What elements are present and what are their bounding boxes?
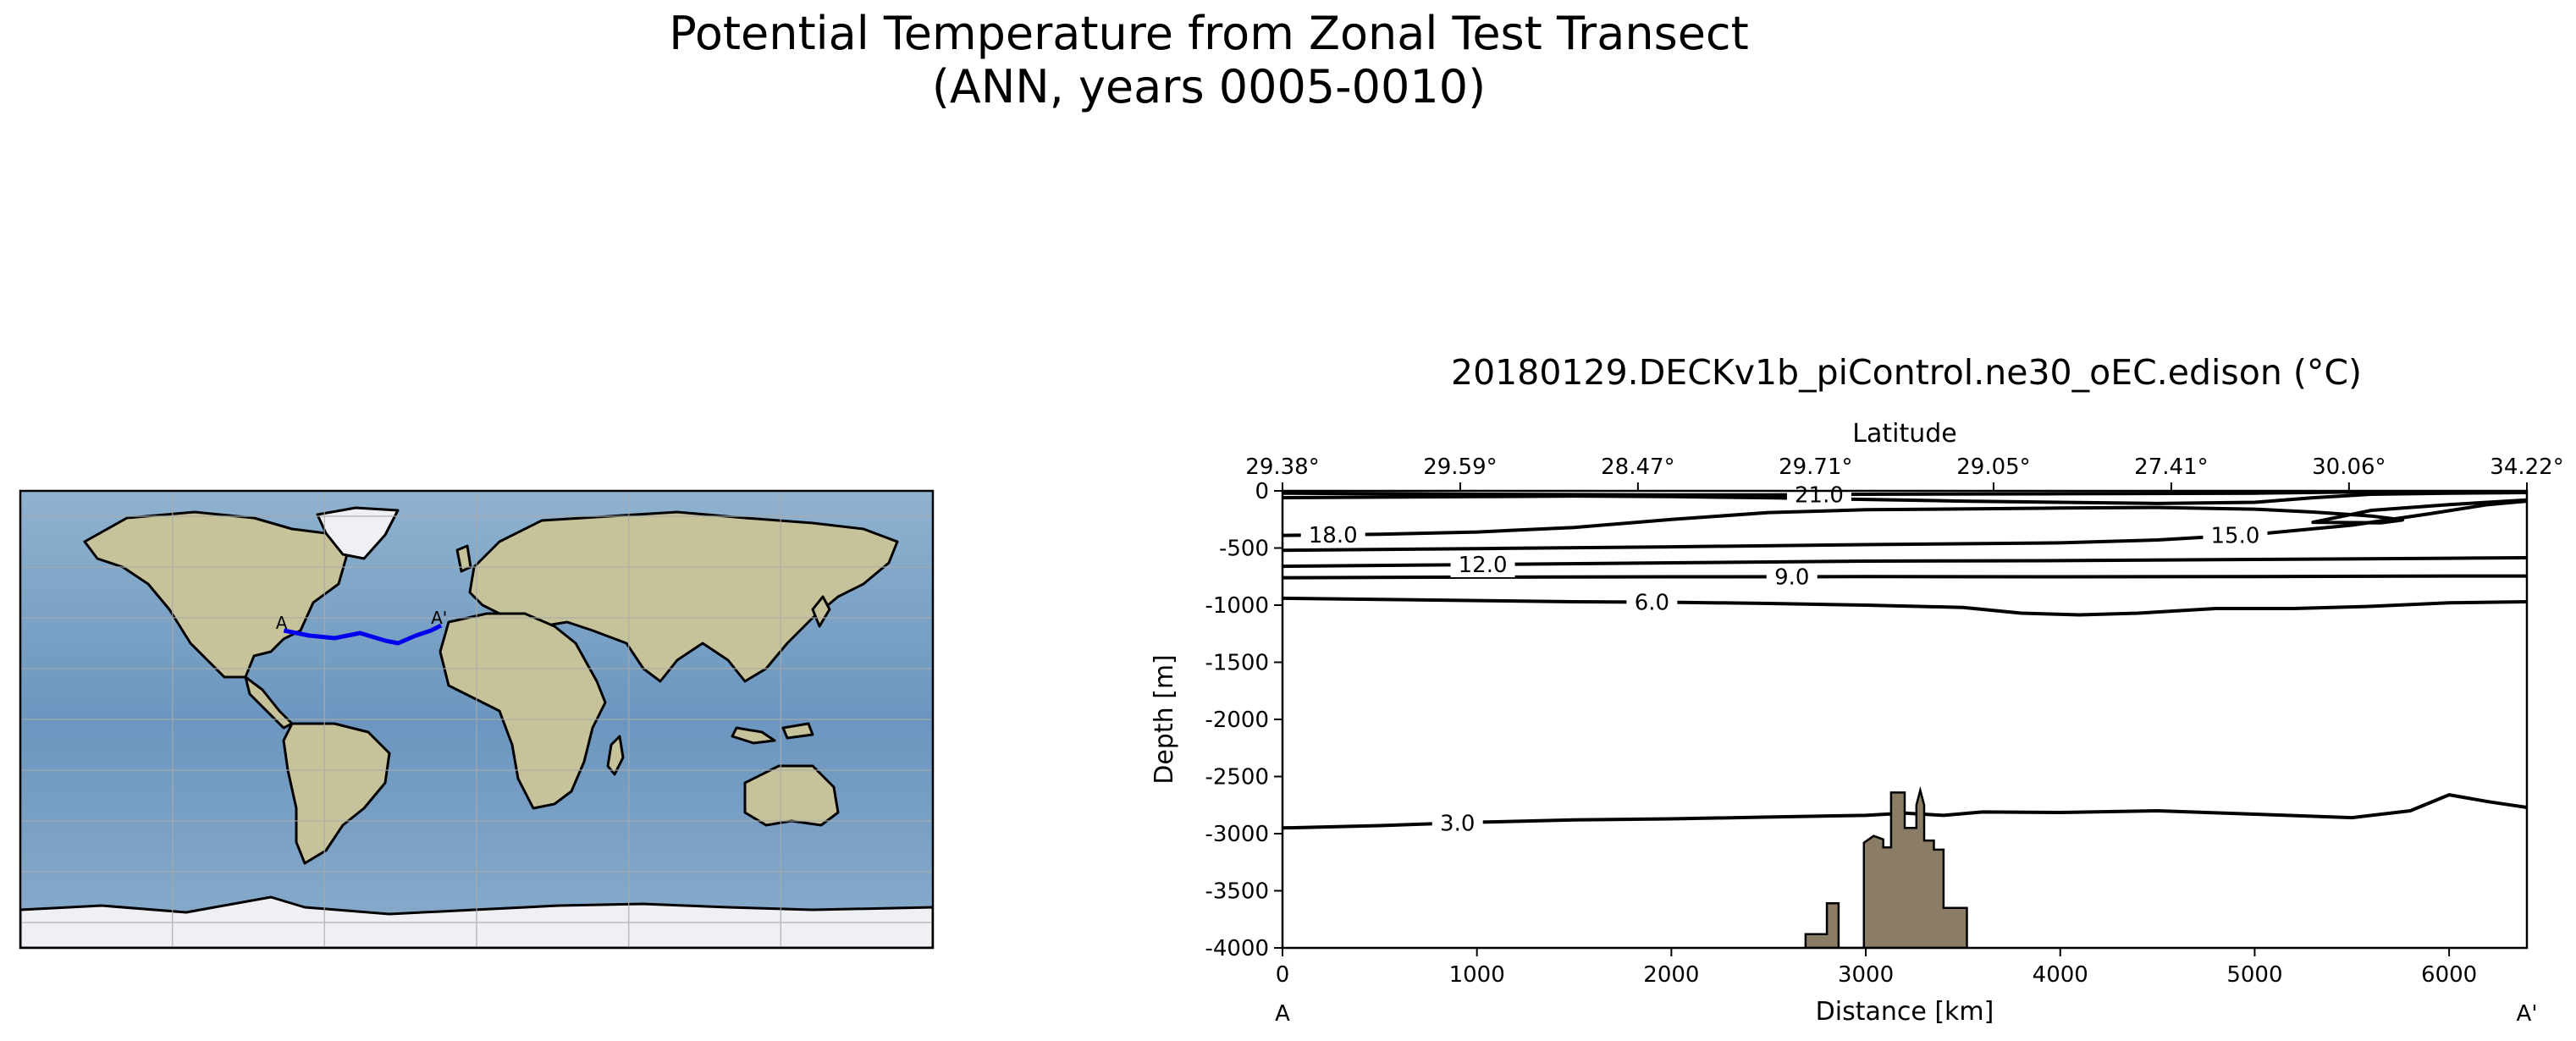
top-axis-label: Latitude (1852, 419, 1956, 449)
top-tick-label: 29.59° (1423, 454, 1497, 480)
x-tick-label: 6000 (2421, 962, 2477, 988)
x-tick-label: 2000 (1643, 962, 1699, 988)
contour-label-gap (1626, 589, 1678, 615)
bathymetry-seafloor (1804, 785, 1968, 948)
continent-greenland (316, 506, 400, 560)
continent-australia (743, 764, 840, 827)
map-panel: A A' (19, 489, 935, 950)
island-japan (811, 595, 831, 628)
x-tick-label: 1000 (1449, 962, 1505, 988)
contour-label-gap (1766, 564, 1818, 590)
islands-indonesia (731, 722, 814, 745)
map-start-label-a: A (276, 613, 288, 633)
contour-label: 21.0 (1795, 482, 1844, 508)
y-tick-label: -3000 (1205, 822, 1269, 847)
top-tick-label: 29.71° (1779, 454, 1852, 480)
contour-label: 3.0 (1440, 811, 1475, 836)
y-tick-label: -500 (1219, 537, 1269, 562)
x-axis-ticks: 0 1000 2000 3000 4000 5000 6000 (1276, 948, 2477, 988)
plot-frame (1281, 489, 2529, 950)
contour-label-gap (1431, 810, 1483, 836)
right-endpoint-label: A' (2517, 1001, 2538, 1027)
contour-label-gap (1450, 552, 1515, 578)
contour-label: 6.0 (1635, 590, 1669, 615)
contour-line (1282, 498, 2527, 537)
y-axis-ticks: 0 -500 -1000 -1500 -2000 -2500 -3000 -3500 -4000 (1205, 479, 1282, 961)
top-tick-label: 30.06° (2312, 454, 2386, 480)
top-tick-label: 34.22° (2490, 454, 2563, 480)
continents (20, 506, 933, 948)
left-endpoint-label: A (1275, 1001, 1290, 1027)
contour-label-gap (1300, 521, 1365, 548)
x-tick-label: 4000 (2033, 962, 2088, 988)
y-tick-label: -1000 (1205, 593, 1269, 619)
map-gridlines (20, 491, 933, 948)
transect-line (283, 623, 443, 646)
contour-label: 12.0 (1459, 553, 1508, 578)
y-tick-label: -1500 (1205, 651, 1269, 676)
y-tick-label: 0 (1255, 479, 1269, 504)
contour-line (1282, 793, 2527, 830)
continent-south-america (282, 722, 391, 865)
top-tick-label: 28.47° (1601, 454, 1674, 480)
contour-label: 9.0 (1774, 565, 1809, 590)
continent-central-america (244, 675, 294, 730)
transect-panel: 20180129.DECKv1b_piControl.ne30_oEC.edis… (1150, 352, 2564, 1027)
y-tick-label: -3500 (1205, 879, 1269, 905)
contour-line (1282, 596, 2527, 617)
figure-title-line1: Potential Temperature from Zonal Test Tr… (669, 7, 1749, 60)
top-tick-label: 29.38° (1245, 454, 1319, 480)
contour-label: 15.0 (2211, 524, 2260, 549)
figure-title-line2: (ANN, years 0005-0010) (932, 60, 1486, 113)
contour-label-gap (1786, 482, 1851, 508)
x-tick-label: 5000 (2226, 962, 2282, 988)
x-tick-label: 0 (1276, 962, 1290, 988)
top-tick-label: 29.05° (1956, 454, 2030, 480)
contour-lines (1282, 491, 2527, 830)
x-axis-label: Distance [km] (1816, 997, 1994, 1027)
y-tick-label: -2500 (1205, 765, 1269, 790)
contour-line (1282, 491, 2527, 505)
y-tick-label: -2000 (1205, 708, 1269, 733)
contour-label-gap (2203, 522, 2268, 548)
continent-africa (439, 612, 607, 810)
island-madagascar (606, 735, 625, 776)
y-tick-label: -4000 (1205, 936, 1269, 961)
x-tick-label: 3000 (1838, 962, 1894, 988)
top-tick-label: 27.41° (2134, 454, 2208, 480)
map-end-label-a-prime: A' (431, 608, 447, 628)
y-axis-label: Depth [m] (1150, 654, 1179, 785)
contour-line (1282, 499, 2527, 553)
contour-label: 18.0 (1309, 523, 1358, 548)
map-frame (19, 489, 935, 950)
contour-labels: 21.0 18.0 15.0 12.0 9.0 6.0 3.0 (1300, 482, 2268, 836)
top-axis-ticks: 29.38° 29.59° 28.47° 29.71° 29.05° 27.41° 30.0… (1245, 454, 2564, 491)
panel-title: 20180129.DECKv1b_piControl.ne30_oEC.edis… (1451, 352, 2362, 393)
continent-eurasia (468, 510, 899, 683)
continent-north-america (83, 510, 349, 679)
